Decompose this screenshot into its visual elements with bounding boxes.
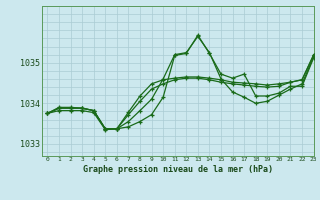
X-axis label: Graphe pression niveau de la mer (hPa): Graphe pression niveau de la mer (hPa) [83, 165, 273, 174]
